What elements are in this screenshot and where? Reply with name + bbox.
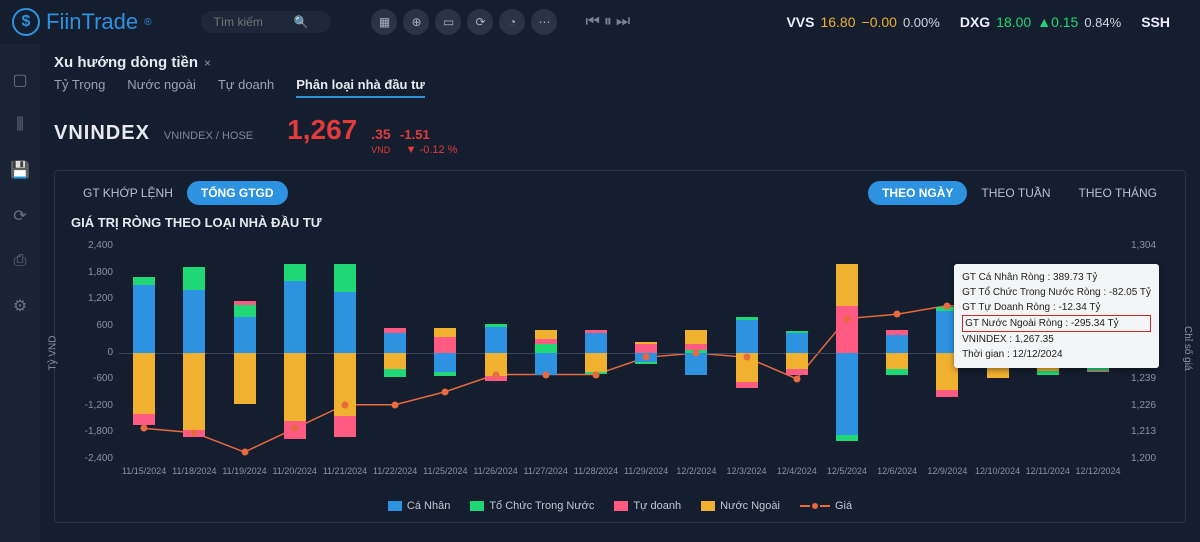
main-tabs: Tỷ Trọng Nước ngoài Tự doanh Phân loại nhà …: [54, 77, 1186, 98]
price-point-10: [643, 354, 650, 361]
bar-col-8[interactable]: [535, 241, 557, 464]
y-axis-left: 2,4001,8001,2006000-600-1,200-1,800-2,40…: [77, 240, 113, 464]
price-point-11: [693, 350, 700, 357]
rail-settings-icon[interactable]: ⚙: [13, 296, 27, 316]
side-rail: ▢ ⫼ 💾 ⟳ ⎙ ⚙: [0, 44, 40, 542]
calendar-icon[interactable]: ▭: [435, 9, 461, 35]
bar-col-6[interactable]: [434, 241, 456, 464]
index-change: -1.51: [400, 127, 430, 142]
index-summary: VNINDEX VNINDEX / HOSE 1,267 .35 -1.51 V…: [54, 114, 1186, 156]
bar-col-4[interactable]: [334, 241, 356, 464]
panel-title: Xu hướng dòng tiền: [54, 54, 198, 71]
price-point-16: [944, 302, 951, 309]
bar-col-12[interactable]: [736, 241, 758, 464]
y-left-label: Tỷ VND: [48, 336, 59, 371]
pills-right-0[interactable]: THEO NGÀY: [868, 181, 967, 205]
index-unit: VND: [371, 145, 390, 155]
price-point-3: [291, 425, 298, 432]
pills-right-2[interactable]: THEO THÁNG: [1065, 181, 1171, 205]
close-icon[interactable]: ×: [204, 56, 211, 70]
zoom-icon[interactable]: ⊕: [403, 9, 429, 35]
legend-tochuc[interactable]: Tổ Chức Trong Nước: [470, 500, 594, 512]
price-point-13: [793, 375, 800, 382]
index-value-int: 1,267: [287, 114, 357, 145]
pills-left-1[interactable]: TỔNG GTGD: [187, 181, 288, 205]
bar-col-10[interactable]: [635, 241, 657, 464]
tab-1[interactable]: Nước ngoài: [127, 77, 196, 98]
price-point-5: [392, 401, 399, 408]
bar-col-15[interactable]: [886, 241, 908, 464]
rail-columns-icon[interactable]: ⫼: [16, 116, 23, 134]
price-point-1: [191, 429, 198, 436]
bar-col-14[interactable]: [836, 241, 858, 464]
more-icon[interactable]: ⋯: [531, 9, 557, 35]
price-point-2: [241, 449, 248, 456]
playback-controls: ⏮ ⏸ ⏭: [585, 13, 630, 31]
ticker-SSH[interactable]: SSH: [1141, 14, 1188, 30]
price-point-9: [592, 371, 599, 378]
rail-window-icon[interactable]: ▢: [12, 70, 27, 90]
bar-col-2[interactable]: [234, 241, 256, 464]
tab-2[interactable]: Tự doanh: [218, 77, 274, 98]
top-bar: $ FiinTrade ® 🔍 ▦ ⊕ ▭ ⟳ ◔ ⋯ ⏮ ⏸ ⏭ VVS16.8…: [0, 0, 1200, 44]
chart-area: Tỷ VND Chỉ số giá 2,4001,8001,2006000-60…: [69, 240, 1171, 490]
legend-canhan[interactable]: Cá Nhân: [388, 500, 450, 512]
ticker-VVS[interactable]: VVS16.80−0.000.00%: [786, 14, 939, 30]
index-value: 1,267: [287, 114, 357, 146]
legend-tudoanh[interactable]: Tự doanh: [614, 500, 681, 512]
index-name: VNINDEX: [54, 122, 150, 145]
chart-panel: GT KHỚP LỆNHTỔNG GTGD THEO NGÀYTHEO TUẦN…: [54, 170, 1186, 523]
legend-gia[interactable]: Giá: [800, 500, 852, 512]
index-value-dec: .35: [371, 126, 390, 142]
clock-icon[interactable]: ◔: [499, 9, 525, 35]
price-point-0: [141, 425, 148, 432]
brand-logo[interactable]: $ FiinTrade ®: [12, 8, 151, 36]
index-sub: VNINDEX / HOSE: [164, 130, 253, 142]
ticker-strip: VVS16.80−0.000.00% DXG18.00▲0.150.84% SSH: [786, 14, 1188, 30]
price-point-12: [743, 354, 750, 361]
brand-reg: ®: [144, 17, 151, 28]
brand-name: FiinTrade: [46, 9, 138, 35]
pause-icon[interactable]: ⏸: [604, 13, 612, 31]
y-right-label: Chỉ số giá: [1182, 326, 1193, 370]
chart-tooltip: GT Cá Nhân Ròng : 389.73 TỷGT Tổ Chức Tr…: [954, 264, 1159, 368]
bar-col-13[interactable]: [786, 241, 808, 464]
search-box[interactable]: 🔍: [201, 11, 331, 33]
price-point-8: [542, 371, 549, 378]
search-icon: 🔍: [293, 15, 308, 29]
refresh-icon[interactable]: ⟳: [467, 9, 493, 35]
chart-mode-tabs: GT KHỚP LỆNHTỔNG GTGD: [69, 181, 288, 205]
ticker-DXG[interactable]: DXG18.00▲0.150.84%: [960, 14, 1121, 30]
pills-right-1[interactable]: THEO TUẦN: [967, 181, 1064, 205]
bar-col-5[interactable]: [384, 241, 406, 464]
tab-0[interactable]: Tỷ Trọng: [54, 77, 105, 98]
pills-left-0[interactable]: GT KHỚP LỆNH: [69, 181, 187, 205]
rail-save-icon[interactable]: 💾: [10, 160, 30, 180]
price-point-4: [341, 401, 348, 408]
bar-col-9[interactable]: [585, 241, 607, 464]
price-point-6: [442, 388, 449, 395]
chart-title: GIÁ TRỊ RÒNG THEO LOẠI NHÀ ĐẦU TƯ: [71, 215, 1171, 230]
x-axis: 11/15/202411/18/202411/19/202411/20/2024…: [119, 466, 1123, 490]
legend-nuocngoai[interactable]: Nước Ngoài: [701, 500, 780, 512]
brand-logo-icon: $: [12, 8, 40, 36]
price-point-7: [492, 371, 499, 378]
bar-col-7[interactable]: [485, 241, 507, 464]
rail-refresh-icon[interactable]: ⟳: [13, 206, 26, 226]
prev-icon[interactable]: ⏮: [585, 13, 599, 31]
index-change-pct: -0.12 %: [420, 144, 458, 156]
chart-legend: Cá Nhân Tổ Chức Trong Nước Tự doanh Nước Ng…: [69, 500, 1171, 512]
grid-icon[interactable]: ▦: [371, 9, 397, 35]
search-input[interactable]: [213, 15, 293, 29]
price-point-15: [894, 311, 901, 318]
price-point-14: [843, 315, 850, 322]
chart-range-tabs: THEO NGÀYTHEO TUẦNTHEO THÁNG: [868, 181, 1171, 205]
tab-3[interactable]: Phân loại nhà đầu tư: [296, 77, 425, 98]
main-content: Xu hướng dòng tiền × Tỷ TrọngNước ngoàiT…: [40, 44, 1200, 542]
top-icon-group: ▦ ⊕ ▭ ⟳ ◔ ⋯: [371, 9, 557, 35]
rail-print-icon[interactable]: ⎙: [14, 252, 27, 270]
next-icon[interactable]: ⏭: [616, 13, 630, 31]
